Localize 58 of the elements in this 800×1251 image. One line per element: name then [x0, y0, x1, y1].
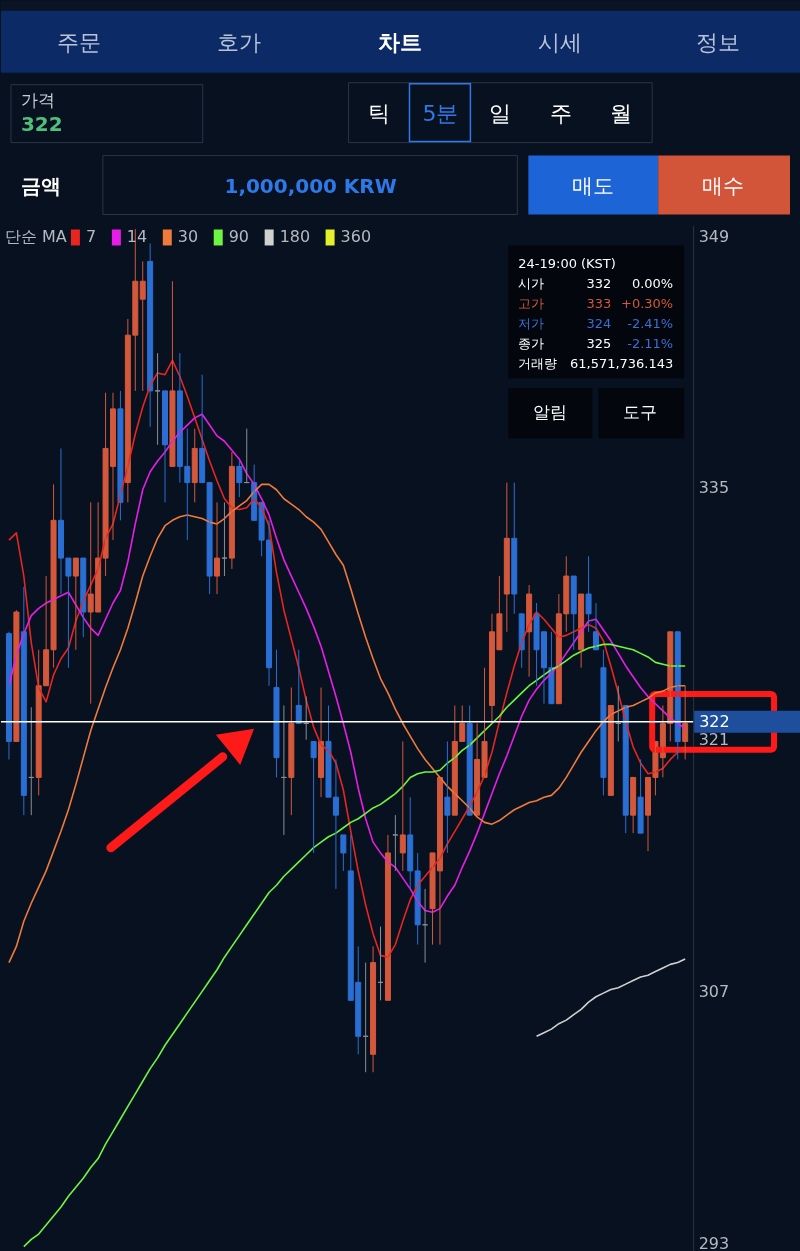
annotation: 시가 [518, 276, 545, 292]
y-tick-label: 307 [698, 981, 730, 1001]
text: 틱 [367, 100, 390, 126]
line-series [8, 483, 686, 964]
y-tick-label: 349 [698, 226, 730, 246]
annotation: 종가 [518, 336, 545, 352]
candlestick [585, 555, 592, 633]
annotation: 61,571,736.143 [570, 356, 674, 372]
text: 매수 [702, 173, 745, 198]
annotation: 알림 [533, 402, 568, 423]
y-tick-label: 321 [698, 730, 730, 750]
annotation: 325 [586, 336, 612, 352]
annotation: -2.41% [627, 316, 674, 332]
text: 호가 [216, 29, 261, 55]
ref-line-label: 322 [699, 711, 730, 731]
text: 322 [20, 111, 63, 136]
text: 월 [610, 100, 633, 126]
text: 주문 [56, 29, 101, 55]
candlestick [169, 280, 176, 467]
legend-label: 360 [340, 227, 372, 247]
legend-label: 180 [279, 227, 311, 247]
text: 주 [550, 100, 573, 126]
y-tick-label: 335 [698, 478, 730, 498]
text: 차트 [378, 29, 423, 55]
text: 가격 [20, 89, 55, 110]
candlestick [444, 740, 451, 854]
annotation: +0.30% [621, 296, 674, 312]
annotation: -2.11% [627, 336, 674, 352]
candlestick [607, 705, 614, 796]
annotation: 0.00% [631, 276, 674, 292]
legend-label: 90 [228, 227, 250, 247]
annotation: 24-19:00 (KST) [518, 256, 616, 272]
text: 매도 [572, 173, 615, 198]
text: 5분 [422, 100, 459, 126]
y-tick-label: 293 [698, 1233, 730, 1251]
candlestick [600, 649, 607, 796]
annotation: 324 [586, 316, 612, 332]
legend-title: 단순 MA [4, 227, 67, 247]
annotation: 도구 [623, 402, 658, 423]
annotation: 332 [586, 276, 612, 292]
candlestick [637, 758, 644, 834]
text: 금액 [20, 173, 61, 198]
legend-label: 30 [177, 227, 199, 247]
text: 정보 [696, 29, 741, 55]
candlestick [310, 740, 317, 854]
line-series [8, 359, 686, 958]
candlestick [273, 649, 280, 778]
candlestick [13, 609, 20, 742]
text: 1,000,000 KRW [224, 173, 397, 198]
text: 시세 [538, 29, 583, 55]
line-series [535, 958, 686, 1038]
annotation: 고가 [518, 296, 545, 312]
text: 일 [489, 100, 512, 126]
annotation: 거래량 [518, 356, 558, 372]
candlestick [117, 390, 124, 521]
legend-label: 7 [85, 227, 97, 247]
annotation: 저가 [518, 316, 545, 332]
annotation: 333 [586, 296, 612, 312]
